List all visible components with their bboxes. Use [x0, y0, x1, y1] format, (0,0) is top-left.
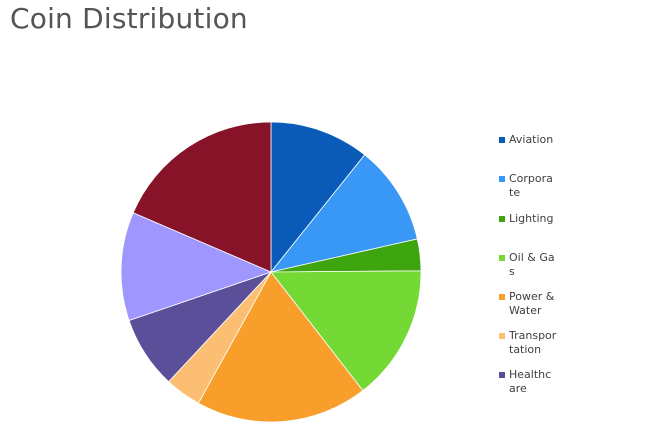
- chart-title: Coin Distribution: [10, 2, 248, 35]
- pie-slice-aviation: [270, 121, 366, 274]
- pie-slice-unlabeled-7: [120, 212, 273, 322]
- legend-label: Corporate: [509, 172, 553, 199]
- legend-swatch: [499, 333, 505, 339]
- legend-swatch: [499, 372, 505, 378]
- pie-slice-corporate: [269, 154, 418, 273]
- legend-swatch: [499, 216, 505, 222]
- pie-slice-oil-gas: [270, 270, 422, 392]
- legend-label: Oil & Gas: [509, 251, 555, 278]
- legend-swatch: [499, 255, 505, 261]
- legend-label: Transportation: [509, 329, 557, 356]
- legend-label: Aviation: [509, 133, 554, 146]
- pie-slice-power-water: [197, 271, 364, 423]
- legend-label: Lighting: [509, 212, 554, 225]
- pie-slice-unlabeled-8: [132, 121, 272, 273]
- legend-swatch: [499, 137, 505, 143]
- legend-swatch: [499, 294, 505, 300]
- legend-swatch: [499, 176, 505, 182]
- legend-label: Healthcare: [509, 368, 552, 395]
- legend-label: Power & Water: [509, 290, 555, 317]
